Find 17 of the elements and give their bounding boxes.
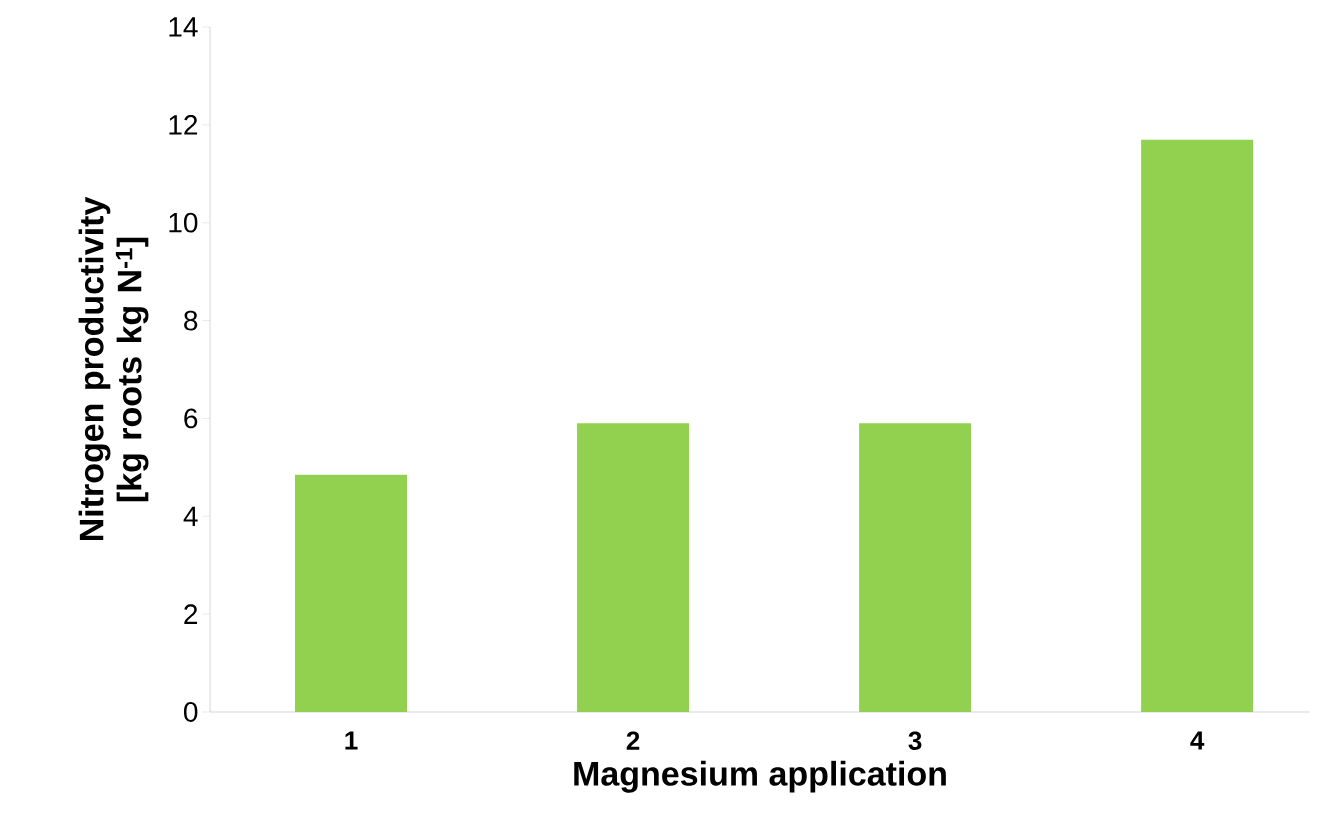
x-tick-label: 3 <box>908 731 922 750</box>
y-tick-label: 8 <box>184 310 198 331</box>
y-tick-label: 6 <box>184 408 198 429</box>
y-tick-label: 10 <box>169 212 198 233</box>
y-tick-label: 2 <box>184 604 198 624</box>
x-tick-label: 1 <box>345 731 358 750</box>
bar <box>295 474 408 712</box>
y-tick-label: 4 <box>183 506 198 526</box>
bar <box>859 423 972 712</box>
x-tick-label: 2 <box>626 731 640 750</box>
bar <box>577 423 690 712</box>
y-tick-label: 14 <box>169 17 198 37</box>
y-tick-label: 0 <box>184 702 198 722</box>
y-tick-label: 12 <box>169 115 198 135</box>
x-axis-title: Magnesium application <box>574 760 946 793</box>
bar <box>1141 139 1254 712</box>
x-tick-label: 4 <box>1190 731 1205 750</box>
